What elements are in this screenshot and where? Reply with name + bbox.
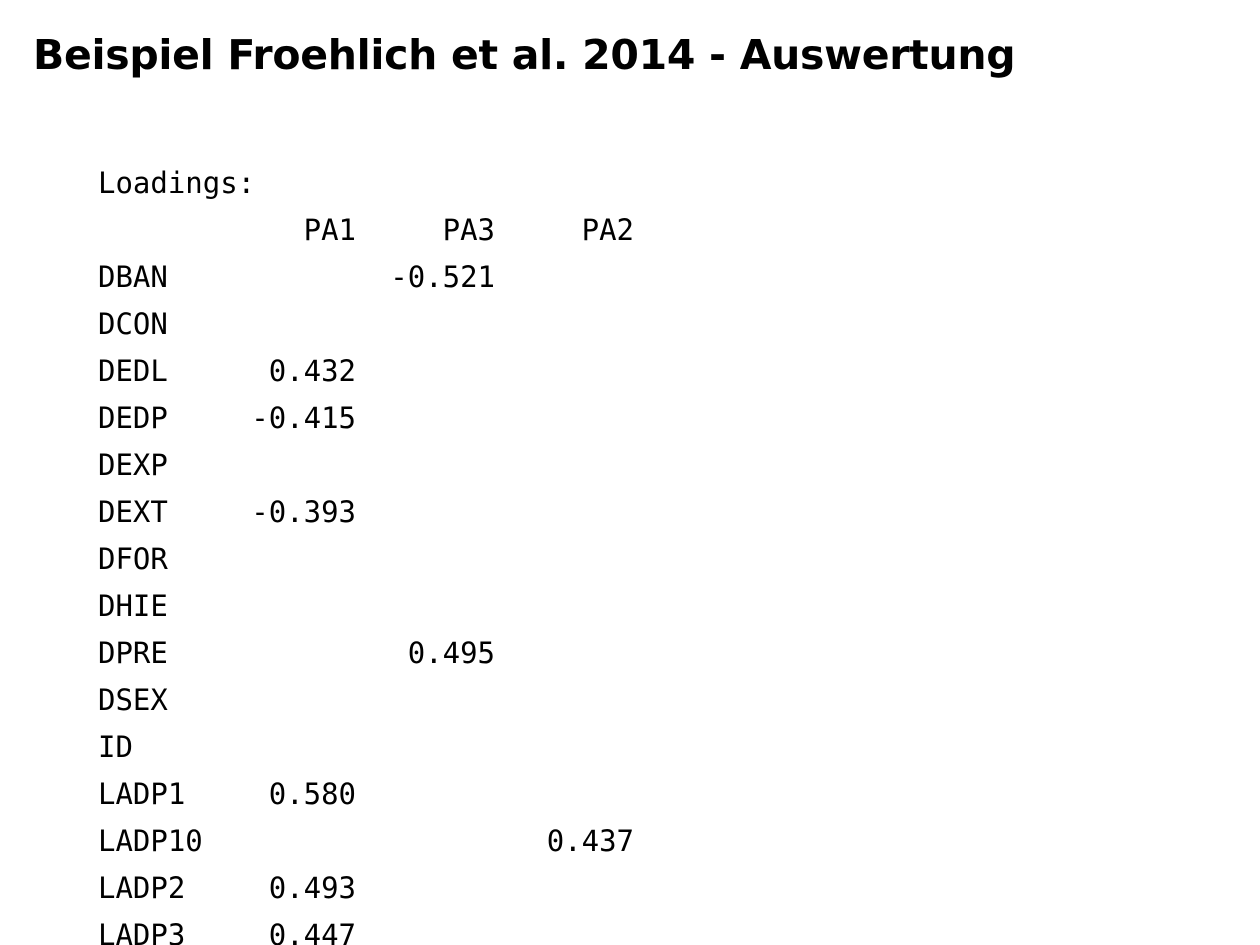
variable-name: DHIE — [98, 589, 168, 623]
loading-value-pa1: 0.447 — [268, 918, 356, 945]
loading-value-pa2: 0.437 — [546, 824, 634, 858]
loadings-row: DEDP -0.415 — [98, 395, 356, 442]
loadings-row: LADP3 0.447 — [98, 912, 356, 945]
loadings-rows: DBAN -0.521 DCON DEDL 0.432 DEDP -0.415 DEXP DEX… — [98, 254, 634, 945]
loading-value-pa1: 0.580 — [268, 777, 356, 811]
loadings-row: DBAN -0.521 — [98, 254, 495, 301]
loading-value-pa1: 0.493 — [268, 871, 356, 905]
variable-name: DCON — [98, 307, 168, 341]
variable-name: LADP1 — [98, 777, 186, 811]
variable-name: DEDL — [98, 354, 168, 388]
column-header-pa1: PA1 — [303, 213, 356, 247]
slide-title: Beispiel Froehlich et al. 2014 - Auswert… — [33, 31, 1016, 79]
variable-name: DFOR — [98, 542, 168, 576]
variable-name: DBAN — [98, 260, 168, 294]
loadings-heading: Loadings: — [98, 166, 256, 200]
variable-name: LADP2 — [98, 871, 186, 905]
loadings-row: DEXT -0.393 — [98, 489, 356, 536]
loadings-row: DPRE 0.495 — [98, 630, 495, 677]
column-header-pa2: PA2 — [581, 213, 634, 247]
variable-name: ID — [98, 730, 133, 764]
loadings-row: DEXP — [98, 442, 255, 489]
loadings-row: ID — [98, 724, 255, 771]
variable-name: DSEX — [98, 683, 168, 717]
r-console-output: Loadings: PA1 PA3 PA2 DBAN -0.521 DCON DEDL… — [98, 160, 634, 945]
loadings-row: LADP2 0.493 — [98, 865, 356, 912]
variable-name: DEXT — [98, 495, 168, 529]
variable-name: DPRE — [98, 636, 168, 670]
loadings-row: DCON — [98, 301, 255, 348]
loadings-row: DSEX — [98, 677, 255, 724]
variable-name: DEDP — [98, 401, 168, 435]
loadings-row: DHIE — [98, 583, 255, 630]
loading-value-pa1: -0.415 — [251, 401, 356, 435]
loading-value-pa3: 0.495 — [407, 636, 495, 670]
variable-name: DEXP — [98, 448, 168, 482]
loadings-header-row: PA1 PA3 PA2 — [98, 207, 634, 254]
column-header-pa3: PA3 — [442, 213, 495, 247]
variable-name: LADP3 — [98, 918, 186, 945]
loadings-row: DEDL 0.432 — [98, 348, 356, 395]
loadings-row: LADP1 0.580 — [98, 771, 356, 818]
loading-value-pa1: 0.432 — [268, 354, 356, 388]
loadings-row: DFOR — [98, 536, 255, 583]
loading-value-pa1: -0.393 — [251, 495, 356, 529]
loading-value-pa3: -0.521 — [390, 260, 495, 294]
variable-name: LADP10 — [98, 824, 203, 858]
loadings-row: LADP10 0.437 — [98, 818, 634, 865]
